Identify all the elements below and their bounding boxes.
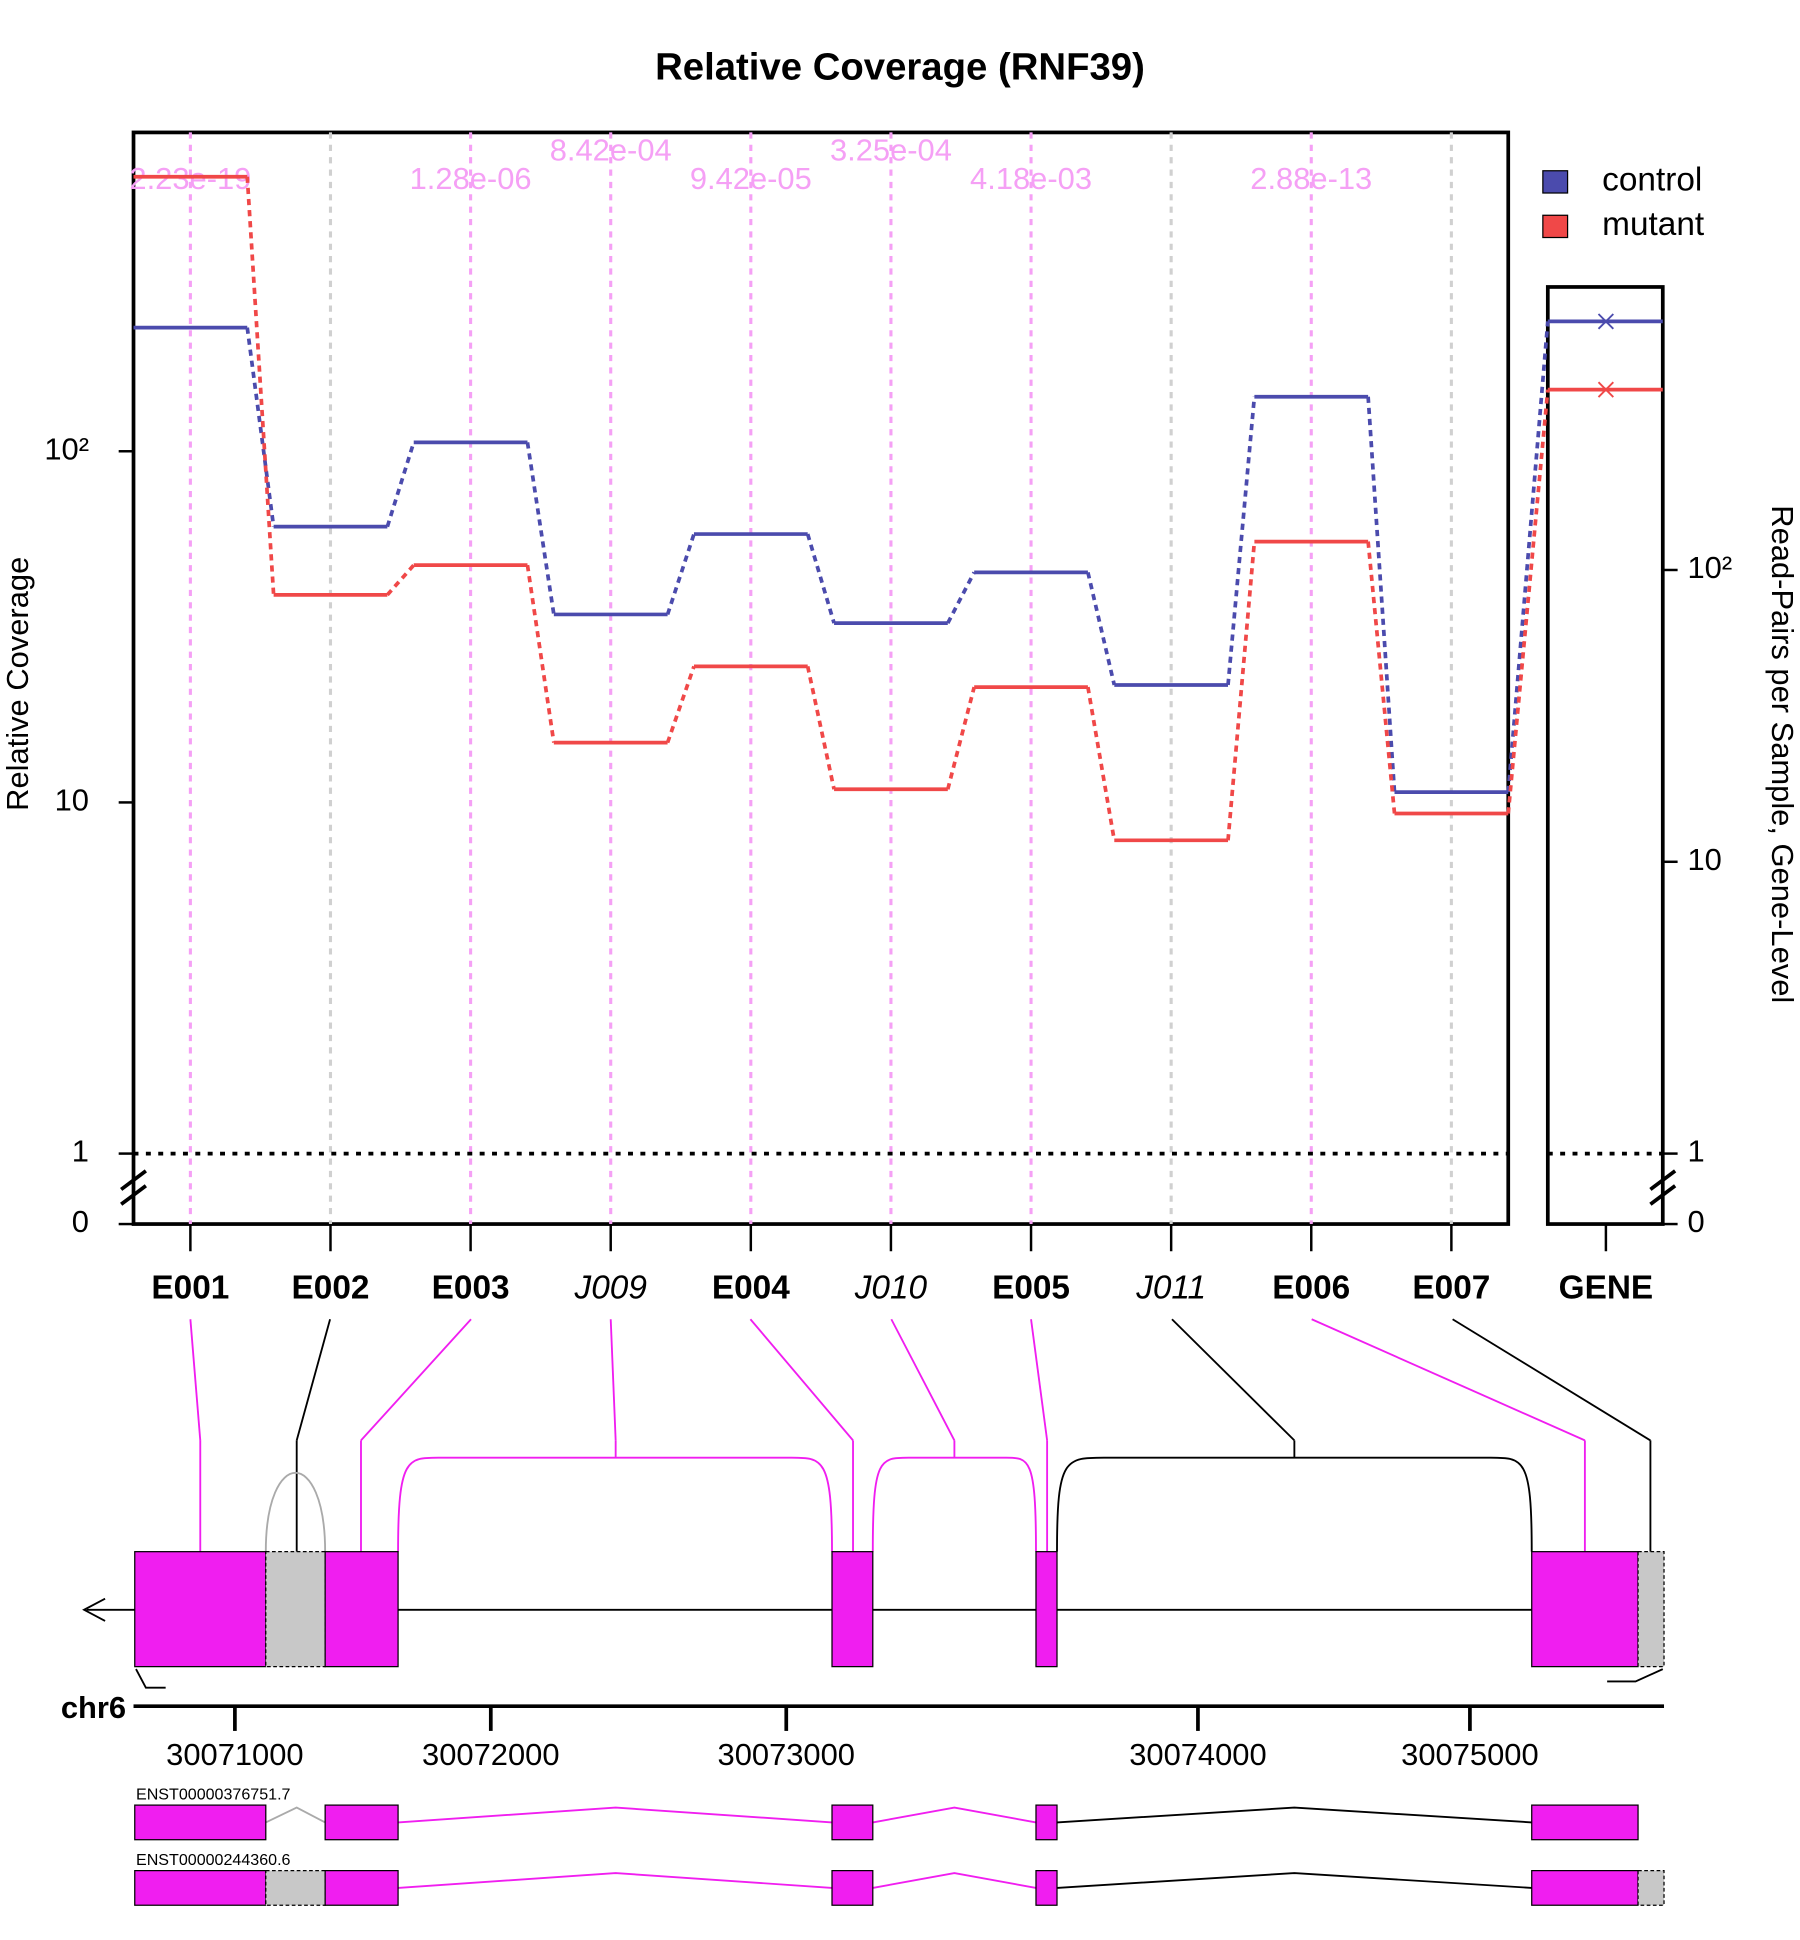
transcript-label: ENST00000244360.6 <box>136 1851 291 1869</box>
legend-swatch <box>1542 170 1569 194</box>
x-tick-label: J010 <box>854 1269 928 1306</box>
y-tick-label: 0 <box>72 1204 89 1239</box>
x-tick-label: E004 <box>712 1269 790 1306</box>
legend-label: control <box>1602 162 1702 199</box>
gene-marker <box>1597 381 1614 398</box>
p-value: 4.18e-03 <box>970 161 1092 196</box>
y2-tick-label: 0 <box>1687 1204 1704 1239</box>
chromosome-label: chr6 <box>61 1690 126 1725</box>
connector <box>1506 389 1550 814</box>
connector <box>525 442 556 615</box>
connector <box>245 176 276 595</box>
y2-tick-label: 10 <box>1687 842 1721 877</box>
connector <box>946 571 976 624</box>
connector <box>1226 396 1257 686</box>
connector <box>665 665 696 744</box>
x-tick-label: J009 <box>574 1269 647 1306</box>
y2-tick-label: 1 <box>1687 1134 1704 1169</box>
connector <box>1366 541 1397 814</box>
x-tick-label: E007 <box>1412 1269 1490 1306</box>
p-value: 1.28e-06 <box>410 161 532 196</box>
legend-swatch <box>1542 214 1569 239</box>
gene-model <box>82 1318 1665 1906</box>
connector <box>665 533 696 616</box>
connector <box>1506 321 1550 793</box>
x-tick-label: E002 <box>292 1269 370 1306</box>
p-value: 9.42e-05 <box>690 161 812 196</box>
x-tick-label: E003 <box>432 1269 510 1306</box>
axis-break <box>120 1169 1677 1206</box>
connector <box>1086 686 1117 841</box>
connector <box>525 564 556 743</box>
x-tick-label: E006 <box>1272 1269 1350 1306</box>
connector <box>385 441 416 528</box>
gene-marker <box>1597 313 1614 330</box>
genome-tick-label: 30074000 <box>1129 1737 1266 1772</box>
genome-tick-label: 30072000 <box>422 1737 559 1772</box>
y2-tick-label: 10² <box>1687 550 1732 585</box>
y-axis-label: Relative Coverage <box>0 557 35 811</box>
p-value: 2.88e-13 <box>1250 161 1372 196</box>
transcript-label: ENST00000376751.7 <box>136 1785 291 1803</box>
genome-tick-label: 30071000 <box>166 1737 303 1772</box>
plot-frame <box>131 130 1511 1226</box>
x-tick-label: GENE <box>1559 1269 1654 1306</box>
y-tick-label: 10 <box>55 783 89 818</box>
genome-tick-label: 30073000 <box>718 1737 855 1772</box>
y-tick-label: 1 <box>72 1134 89 1169</box>
x-tick-label: E001 <box>151 1269 229 1306</box>
p-value: 8.42e-04 <box>550 132 672 167</box>
connector <box>1086 571 1117 686</box>
connector <box>245 327 276 527</box>
x-tick-label: J011 <box>1135 1269 1206 1306</box>
y-tick-label: 10² <box>44 431 89 466</box>
connector <box>805 666 836 790</box>
p-value: 3.25e-04 <box>830 132 952 167</box>
connector <box>1226 541 1257 841</box>
x-tick-label: E005 <box>992 1269 1070 1306</box>
connector <box>805 533 836 624</box>
legend-label: mutant <box>1602 206 1705 243</box>
y2-axis-label: Read-Pairs per Sample, Gene-Level <box>1765 505 1800 1003</box>
genome-tick-label: 30075000 <box>1401 1737 1538 1772</box>
chart-title: Relative Coverage (RNF39) <box>655 46 1145 89</box>
